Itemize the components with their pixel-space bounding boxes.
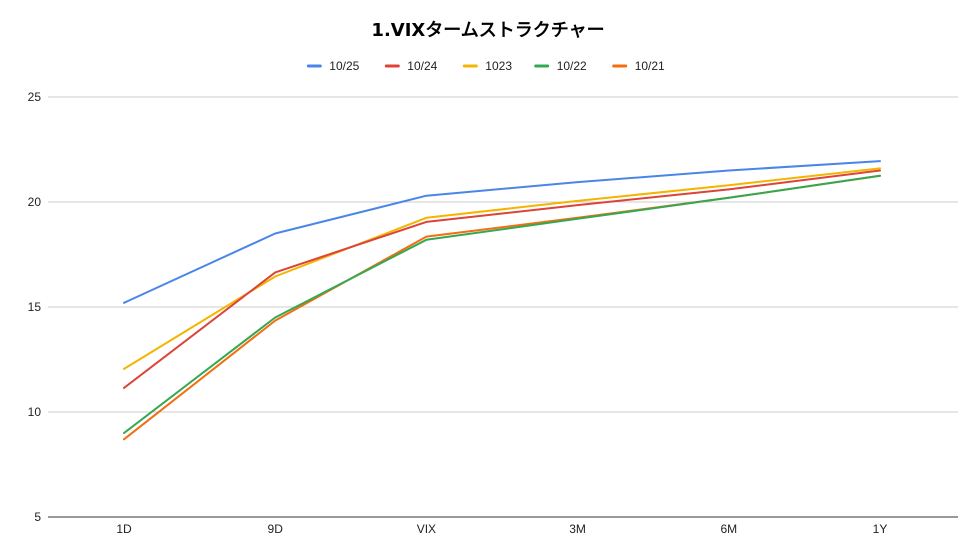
x-axis-ticks: 1D 9D VIX 3M 6M 1Y (116, 522, 887, 536)
x-tick-label: 1Y (873, 522, 888, 536)
y-tick-label: 20 (28, 195, 42, 209)
legend-item[interactable]: 10/22 (534, 59, 587, 73)
y-tick-label: 15 (28, 300, 42, 314)
legend: 10/25 10/24 1023 10/22 10/21 (306, 59, 665, 73)
series-line (123, 169, 881, 389)
legend-label: 10/21 (635, 59, 665, 73)
y-tick-label: 5 (34, 510, 41, 524)
x-tick-label: 3M (569, 522, 586, 536)
y-tick-label: 10 (28, 405, 42, 419)
x-tick-label: 9D (268, 522, 284, 536)
y-axis-ticks: 5 10 15 20 25 (28, 90, 42, 524)
grid (48, 96, 958, 518)
legend-item[interactable]: 1023 (462, 59, 512, 73)
legend-label: 10/25 (329, 59, 359, 73)
x-tick-label: VIX (417, 522, 436, 536)
legend-label: 1023 (485, 59, 512, 73)
series-line (123, 174, 881, 441)
series-line (123, 160, 881, 304)
legend-label: 10/22 (557, 59, 587, 73)
x-tick-label: 6M (720, 522, 737, 536)
legend-item[interactable]: 10/24 (384, 59, 438, 73)
y-tick-label: 25 (28, 90, 42, 104)
legend-item[interactable]: 10/25 (306, 59, 360, 73)
series-group (123, 160, 881, 441)
legend-item[interactable]: 10/21 (612, 59, 665, 73)
x-tick-label: 1D (116, 522, 132, 536)
chart-title: 1.VIXタームストラクチャー (371, 20, 604, 41)
series-line (123, 174, 881, 434)
legend-label: 10/24 (407, 59, 437, 73)
series-line (123, 167, 881, 370)
